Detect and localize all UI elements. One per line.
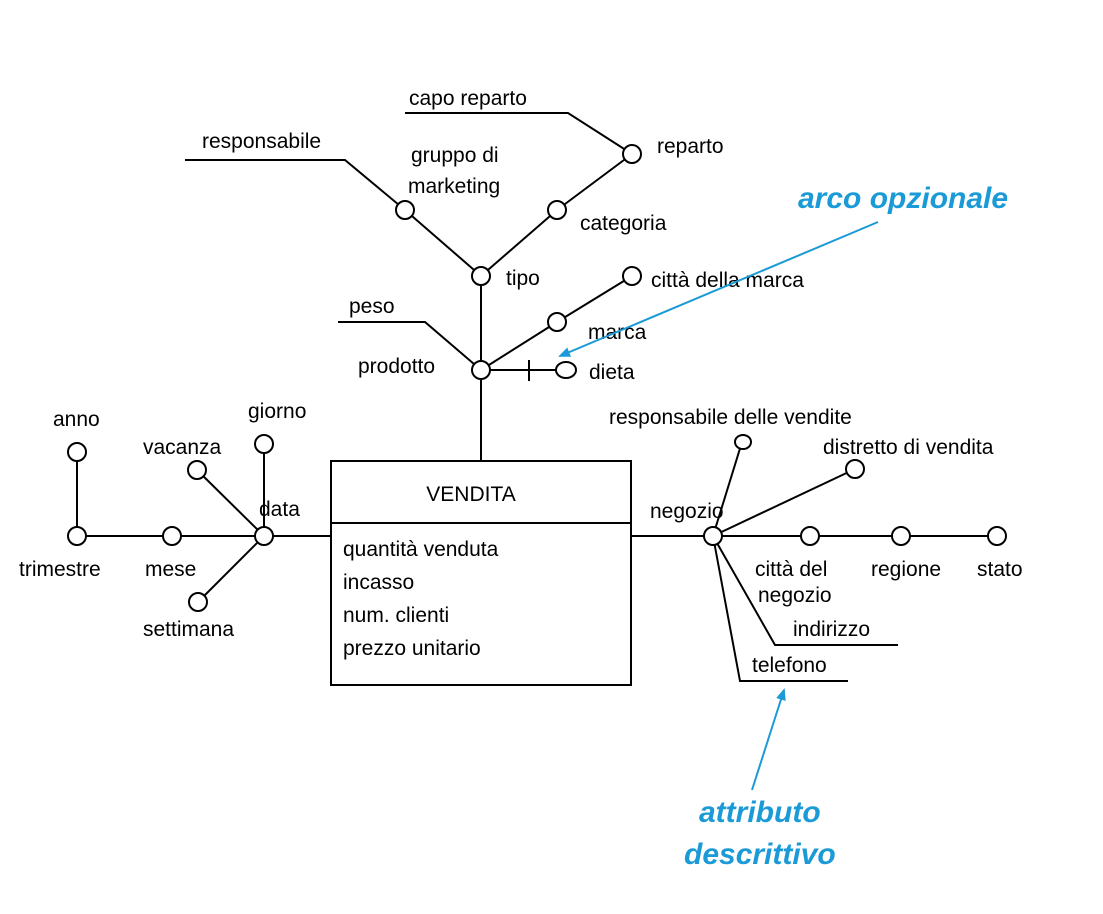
edge-data-vacanza: [196, 469, 265, 537]
label-gruppo-line1: gruppo di: [411, 144, 499, 167]
node-data: [254, 526, 274, 546]
fact-box-vendita: [330, 460, 632, 686]
node-responsabile-vendite: [734, 434, 752, 450]
edge-tipo-gruppo: [404, 209, 482, 277]
label-indirizzo: indirizzo: [793, 618, 870, 641]
edge-gruppo-responsabile: [185, 159, 406, 211]
label-anno: anno: [53, 408, 100, 431]
label-data: data: [259, 498, 300, 521]
label-mese: mese: [145, 558, 196, 581]
node-citta-marca: [622, 266, 642, 286]
measure-num-clienti: num. clienti: [343, 604, 449, 627]
edge-marca-citta: [556, 275, 633, 323]
measure-incasso: incasso: [343, 571, 414, 594]
label-regione: regione: [871, 558, 941, 581]
label-peso: peso: [349, 295, 395, 318]
node-anno: [67, 442, 87, 462]
edge-categoria-reparto: [556, 153, 633, 211]
label-responsabile-vendite: responsabile delle vendite: [609, 406, 852, 429]
node-mese: [162, 526, 182, 546]
measure-quantita: quantità venduta: [343, 538, 499, 561]
edge-data-settimana: [197, 535, 265, 603]
edge-negozio-telefono: [712, 535, 848, 682]
label-prodotto: prodotto: [358, 355, 435, 378]
annotation-attributo-line2: descrittivo: [684, 838, 836, 871]
label-tipo: tipo: [506, 267, 540, 290]
label-citta-negozio-line2: negozio: [758, 584, 832, 607]
arrow-attributo-descrittivo: [751, 688, 786, 791]
node-giorno: [254, 434, 274, 454]
edge-reparto-capo: [405, 112, 633, 155]
annotation-arco-opzionale: arco opzionale: [798, 182, 1008, 215]
node-tipo: [471, 266, 491, 286]
node-negozio: [703, 526, 723, 546]
node-citta-negozio: [800, 526, 820, 546]
node-trimestre: [67, 526, 87, 546]
label-telefono: telefono: [752, 654, 827, 677]
edge-negozio-distretto: [712, 468, 856, 537]
label-citta-marca: città della marca: [651, 269, 804, 292]
node-distretto-vendita: [845, 459, 865, 479]
edge-prodotto-marca: [480, 321, 558, 371]
label-giorno: giorno: [248, 400, 306, 423]
node-vacanza: [187, 460, 207, 480]
label-reparto: reparto: [657, 135, 724, 158]
node-dieta: [555, 361, 577, 379]
edge-negozio-responsabile: [712, 441, 743, 537]
label-dieta: dieta: [589, 361, 635, 384]
node-regione: [891, 526, 911, 546]
label-stato: stato: [977, 558, 1023, 581]
label-citta-negozio-line1: città del: [755, 558, 827, 581]
edge-prodotto-peso: [338, 321, 482, 371]
node-marca: [547, 312, 567, 332]
node-stato: [987, 526, 1007, 546]
label-distretto-vendita: distretto di vendita: [823, 436, 994, 459]
edge-tipo-categoria: [480, 209, 558, 277]
fact-name: VENDITA: [426, 483, 515, 506]
measure-prezzo: prezzo unitario: [343, 637, 481, 660]
label-categoria: categoria: [580, 212, 667, 235]
node-categoria: [547, 200, 567, 220]
label-negozio: negozio: [650, 500, 724, 523]
label-settimana: settimana: [143, 618, 234, 641]
arrow-arco-opzionale: [558, 221, 879, 357]
node-settimana: [188, 592, 208, 612]
label-vacanza: vacanza: [143, 436, 222, 459]
label-trimestre: trimestre: [19, 558, 101, 581]
label-responsabile: responsabile: [202, 130, 321, 153]
node-gruppo-marketing: [395, 200, 415, 220]
edge-negozio-indirizzo: [712, 535, 898, 646]
annotation-attributo-line1: attributo: [699, 796, 821, 829]
label-capo-reparto: capo reparto: [409, 87, 527, 110]
label-gruppo-line2: marketing: [408, 175, 500, 198]
node-reparto: [622, 144, 642, 164]
node-prodotto: [471, 360, 491, 380]
